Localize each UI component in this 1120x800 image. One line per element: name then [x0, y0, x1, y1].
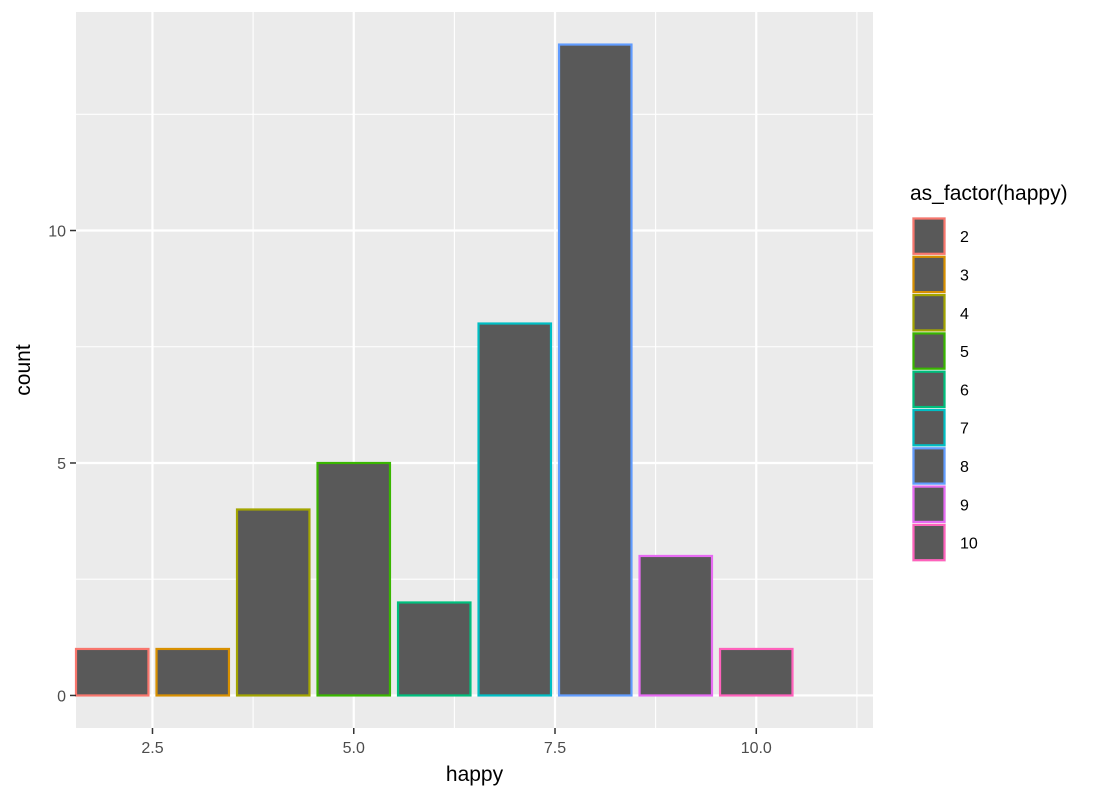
- bar-7: [477, 322, 553, 697]
- legend-label-3: 3: [960, 267, 969, 284]
- x-tick-label: 7.5: [544, 740, 566, 757]
- legend-key-7: [912, 408, 946, 447]
- y-tick-label: 10: [48, 224, 66, 241]
- x-tick-label: 10.0: [741, 740, 772, 757]
- y-axis: 0 5 10: [48, 224, 76, 705]
- bar-5: [316, 461, 392, 697]
- legend-key-6: [912, 370, 946, 409]
- plot-panel: [76, 12, 873, 728]
- x-axis: 2.5 5.0 7.5 10.0: [141, 728, 772, 757]
- legend-title: as_factor(happy): [910, 182, 1068, 205]
- legend-label-5: 5: [960, 344, 969, 361]
- legend-key-8: [912, 447, 946, 485]
- legend-label-6: 6: [960, 382, 969, 399]
- bar-10: [718, 647, 794, 697]
- legend-key-9: [912, 485, 946, 524]
- legend-key-5: [912, 332, 946, 370]
- legend: as_factor(happy) 2 3 4 5 6 7 8 9 10: [910, 182, 1068, 562]
- x-axis-title: happy: [446, 763, 504, 786]
- x-tick-label: 5.0: [343, 740, 365, 757]
- bar-2: [74, 647, 150, 697]
- legend-label-4: 4: [960, 306, 969, 323]
- bar-4: [235, 508, 311, 697]
- bars: [74, 43, 794, 697]
- legend-key-3: [912, 255, 946, 294]
- legend-key-4: [912, 294, 946, 332]
- bar-3: [155, 647, 231, 697]
- legend-key-2: [912, 217, 946, 255]
- legend-key-10: [912, 523, 946, 562]
- bar-9: [638, 554, 714, 697]
- legend-label-9: 9: [960, 497, 969, 514]
- y-axis-title: count: [12, 344, 35, 396]
- legend-label-2: 2: [960, 229, 969, 246]
- y-tick-label: 5: [57, 456, 66, 473]
- legend-label-8: 8: [960, 459, 969, 476]
- legend-label-7: 7: [960, 421, 969, 438]
- y-tick-label: 0: [57, 688, 66, 705]
- minor-gridlines: [76, 12, 873, 728]
- legend-label-10: 10: [960, 536, 978, 553]
- bar-6: [396, 601, 472, 697]
- x-tick-label: 2.5: [141, 740, 163, 757]
- bar-8: [557, 43, 633, 697]
